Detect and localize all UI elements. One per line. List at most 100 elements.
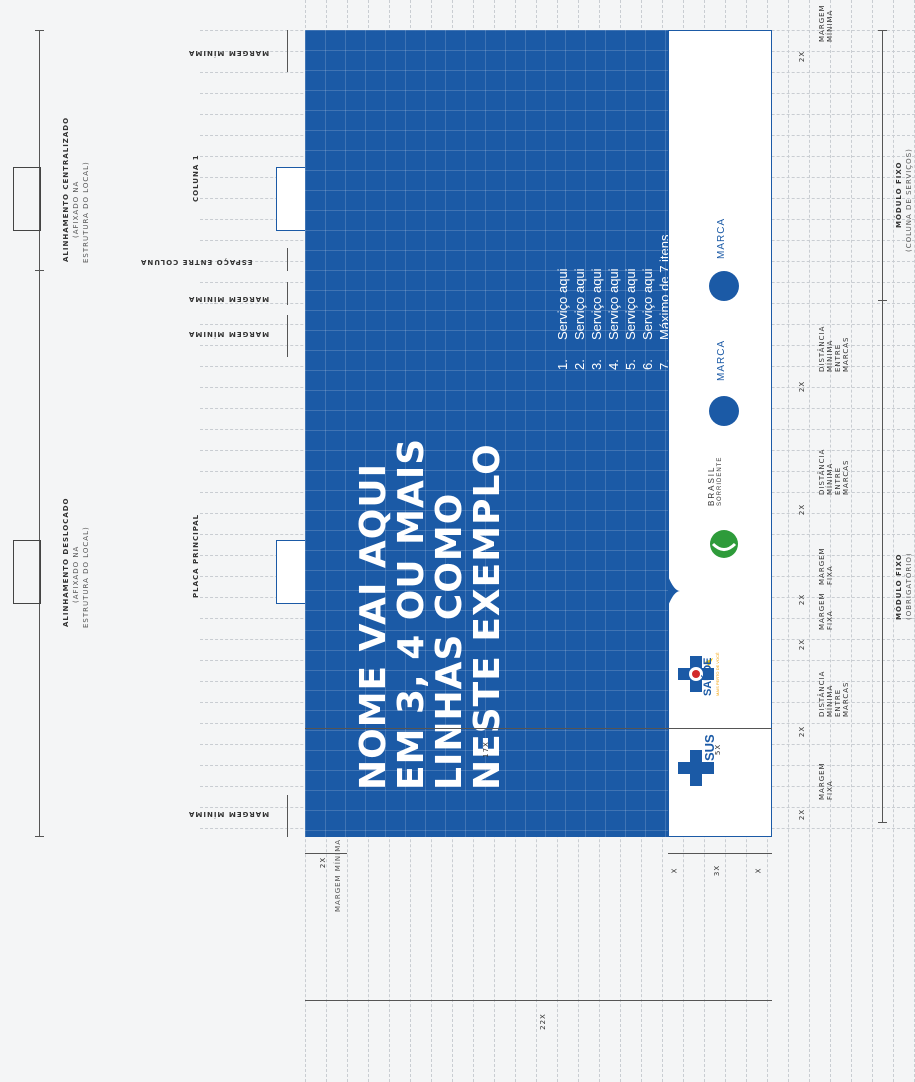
bottom-dim-2x xyxy=(305,853,347,854)
service-number: 1. xyxy=(555,359,570,370)
right-tick xyxy=(878,822,887,823)
right-annotation-text: FIXA xyxy=(826,780,834,800)
service-number: 2. xyxy=(572,359,587,370)
logo-strip: SUS SAÚDE MAIS PERTO DE VOCÊ BRASIL SORR… xyxy=(668,30,772,837)
right-tick xyxy=(878,30,887,31)
title-line-3: LINHAS COMO xyxy=(429,492,470,790)
sign-board: NOME VAI AQUI EM 3, 4 OU MAIS LINHAS COM… xyxy=(305,30,772,837)
grid-line-v xyxy=(788,0,789,1082)
main-panel: NOME VAI AQUI EM 3, 4 OU MAIS LINHAS COM… xyxy=(305,30,672,837)
right-annotation-text: MÍNIMA xyxy=(826,9,834,42)
label-modulo-fixo-obrigatorio: MÓDULO FIXO xyxy=(895,553,903,621)
label-x-2: X xyxy=(754,867,763,874)
label-5x: 5X xyxy=(714,743,723,756)
label-22x: 22X xyxy=(538,1013,547,1030)
right-annotation-text: MARCAS xyxy=(842,459,850,495)
label-estrutura: ESTRUTURA DO LOCAL) xyxy=(82,526,90,628)
service-item: Serviço aqui xyxy=(572,268,587,340)
bracket-placa xyxy=(276,540,307,604)
title-line-2: EM 3, 4 OU MAIS xyxy=(391,437,432,790)
grid-line-v xyxy=(809,0,810,1082)
label-estrutura: ESTRUTURA DO LOCAL) xyxy=(82,161,90,263)
grid-line-v xyxy=(872,0,873,1082)
service-item: Serviço aqui xyxy=(606,268,621,340)
label-2x-bottom: 2X xyxy=(319,856,328,869)
label-coluna-1: COLUNA 1 xyxy=(192,154,200,202)
saude-text: SAÚDE xyxy=(702,657,714,696)
marca-circle-2 xyxy=(709,271,739,301)
sus-logo xyxy=(678,750,714,786)
label-margem-minima-bottom: MARGEM MÍNIMA xyxy=(188,810,270,818)
right-tick xyxy=(878,300,887,301)
bottom-dim-22x xyxy=(305,1000,772,1001)
right-annotation-text: MARCAS xyxy=(842,336,850,372)
frame-deslocado xyxy=(13,540,41,604)
dim-tick xyxy=(35,30,44,31)
margin-arrow xyxy=(287,315,288,357)
margin-arrow xyxy=(287,282,288,305)
right-2x-label: 2X xyxy=(798,593,807,606)
grid-line-v xyxy=(851,0,852,1082)
right-2x-label: 2X xyxy=(798,50,807,63)
label-placa-principal: PLACA PRINCIPAL xyxy=(192,513,200,598)
service-number: 3. xyxy=(589,359,604,370)
saude-subtext: MAIS PERTO DE VOCÊ xyxy=(715,652,720,696)
label-alinhamento-centralizado: ALINHAMENTO CENTRALIZADO xyxy=(62,116,70,262)
right-dim-line xyxy=(882,30,883,823)
label-obrigatorio: (OBRIGATÓRIO) xyxy=(905,552,913,620)
label-margem-minima-mid2: MARGEM MÍNIMA xyxy=(188,330,270,338)
service-item: Serviço aqui xyxy=(555,268,570,340)
service-number: 4. xyxy=(606,359,621,370)
right-2x-label: 2X xyxy=(798,808,807,821)
service-item: Serviço aqui xyxy=(623,268,638,340)
brasil-sorridente-logo xyxy=(710,530,738,558)
label-coluna-de-servicos: (COLUNA DE SERVIÇOS) xyxy=(905,148,913,252)
right-2x-label: 2X xyxy=(798,380,807,393)
bracket-coluna xyxy=(276,167,307,231)
label-alinhamento-deslocado: ALINHAMENTO DESLOCADO xyxy=(62,497,70,628)
right-2x-label: 2X xyxy=(798,638,807,651)
saude-logo xyxy=(678,656,714,692)
dim-tick xyxy=(35,270,44,271)
frame-centralizado xyxy=(13,167,41,231)
marca-circle-1 xyxy=(709,396,739,426)
label-afixado-na: (AFIXADO NA xyxy=(72,180,80,238)
dim-line-left xyxy=(39,30,40,837)
service-number: 5. xyxy=(623,359,638,370)
bottom-dim-x2 xyxy=(751,853,772,854)
grid-line-v xyxy=(893,0,894,1082)
label-afixado-na: (AFIXADO NA xyxy=(72,545,80,603)
bottom-dim-17x xyxy=(305,728,668,729)
right-annotation-text: FIXA xyxy=(826,610,834,630)
bottom-dim-x1 xyxy=(668,853,689,854)
bottom-dim-3x xyxy=(689,853,751,854)
label-espaco-entre-coluna: ESPAÇO ENTRE COLUNA xyxy=(140,258,253,266)
right-annotation-text: FIXA xyxy=(826,565,834,585)
title-line-4: NESTE EXEMPLO xyxy=(467,443,508,790)
service-item: Serviço aqui xyxy=(589,268,604,340)
notch xyxy=(668,576,680,606)
label-3x: 3X xyxy=(713,864,722,877)
right-2x-label: 2X xyxy=(798,503,807,516)
bottom-dim-5x xyxy=(668,728,772,729)
label-margem-minima-bottom-rot: MARGEM MÍNIMA xyxy=(334,838,342,912)
margin-arrow xyxy=(287,248,288,271)
marca-text-1: MARCA xyxy=(716,339,727,381)
service-number: 6. xyxy=(640,359,655,370)
label-17x: 17X xyxy=(481,741,490,758)
grid-line-v xyxy=(830,0,831,1082)
right-annotation-text: MARCAS xyxy=(842,681,850,717)
dim-tick xyxy=(35,836,44,837)
brasil-text: BRASIL xyxy=(707,465,716,506)
label-x-1: X xyxy=(670,867,679,874)
margin-arrow xyxy=(287,30,288,72)
right-2x-label: 2X xyxy=(798,725,807,738)
label-margem-minima-top: MARGEM MÍNIMA xyxy=(188,49,270,57)
title-line-1: NOME VAI AQUI xyxy=(353,463,394,790)
margin-arrow xyxy=(287,795,288,837)
label-margem-minima-mid1: MARGEM MÍNIMA xyxy=(188,295,270,303)
label-modulo-fixo-servicos: MÓDULO FIXO xyxy=(895,161,903,229)
sorridente-text: SORRIDENTE xyxy=(717,456,723,506)
service-item: Serviço aqui xyxy=(640,268,655,340)
marca-text-2: MARCA xyxy=(716,217,727,259)
